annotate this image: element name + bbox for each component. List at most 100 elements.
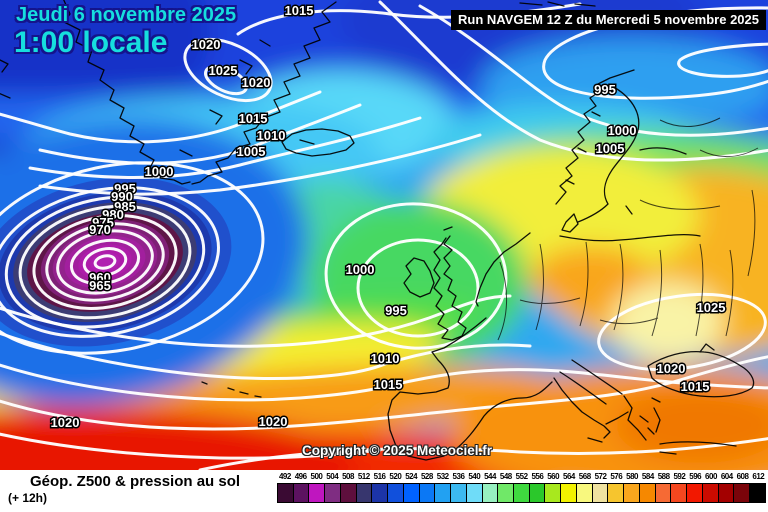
pressure-label: 1015	[374, 377, 403, 392]
pressure-label: 960	[89, 270, 111, 285]
pressure-label: 970	[89, 222, 111, 237]
legend-swatch	[638, 483, 656, 503]
legend-swatch	[513, 483, 530, 503]
legend-swatch	[591, 483, 609, 503]
pressure-label: 1025	[697, 300, 726, 315]
legend-swatch	[733, 483, 751, 503]
legend-value: 568	[578, 472, 591, 481]
legend-color-blocks	[277, 483, 766, 503]
legend-swatch	[434, 483, 452, 503]
legend-value: 496	[294, 472, 307, 481]
legend-swatch	[623, 483, 640, 503]
pressure-label: 1015	[681, 379, 710, 394]
footer-bar: Géop. Z500 & pression au sol (+ 12h) 492…	[0, 470, 768, 512]
legend-swatch	[355, 483, 373, 503]
legend-swatch	[560, 483, 577, 503]
legend-swatch	[654, 483, 672, 503]
legend-value: 596	[689, 472, 702, 481]
pressure-label: 1000	[145, 164, 174, 179]
isobars	[0, 0, 768, 470]
legend-swatch	[339, 483, 357, 503]
pressure-label: 1010	[371, 351, 400, 366]
legend-swatch	[418, 483, 436, 503]
legend-value: 492	[278, 472, 291, 481]
pressure-label: 1015	[285, 3, 314, 18]
pressure-label: 1005	[237, 144, 266, 159]
legend-value: 520	[389, 472, 402, 481]
legend-value: 500	[310, 472, 323, 481]
legend-value: 508	[342, 472, 354, 481]
legend-value: 524	[405, 472, 418, 481]
legend-value: 584	[641, 472, 654, 481]
legend-swatch	[701, 483, 719, 503]
legend-swatch	[277, 483, 294, 503]
legend-swatch	[717, 483, 735, 503]
legend-swatch	[670, 483, 688, 503]
coastlines	[0, 0, 759, 461]
legend-value: 572	[594, 472, 607, 481]
legend-swatch	[387, 483, 404, 503]
copyright-label: Copyright © 2025 Meteociel.fr	[302, 443, 492, 458]
legend-value: 556	[531, 472, 544, 481]
legend-value-labels: 492 496 500 504 508 512 516 520 524 528 532 536 540 5…	[277, 471, 766, 482]
legend-value: 512	[357, 472, 370, 481]
legend-swatch	[292, 483, 310, 503]
legend-value: 564	[563, 472, 575, 481]
legend-swatch	[528, 483, 546, 503]
map-title: Géop. Z500 & pression au sol	[30, 473, 241, 490]
legend-value: 536	[452, 472, 465, 481]
legend-value: 560	[547, 472, 560, 481]
legend-value: 604	[720, 472, 733, 481]
pressure-label: 1020	[192, 37, 221, 52]
legend-swatch	[371, 483, 389, 503]
pressure-label: 1020	[259, 414, 288, 429]
legend-value: 576	[610, 472, 623, 481]
pressure-label: 995	[114, 181, 136, 196]
legend-value: 548	[499, 472, 512, 481]
pressure-label: 1000	[346, 262, 375, 277]
pressure-label: 1010	[257, 128, 286, 143]
legend-value: 504	[326, 472, 339, 481]
pressure-label: 1020	[51, 415, 80, 430]
legend-value: 540	[468, 472, 481, 481]
pressure-label: 995	[385, 303, 407, 318]
legend-swatch	[450, 483, 467, 503]
legend-value: 516	[373, 472, 386, 481]
pressure-label: 1025	[209, 63, 238, 78]
legend-swatch	[544, 483, 562, 503]
legend-value: 592	[673, 472, 686, 481]
legend-swatch	[324, 483, 341, 503]
pressure-label: 975	[92, 215, 114, 230]
legend-value: 532	[436, 472, 449, 481]
color-scale-legend: 492 496 500 504 508 512 516 520 524 528 532 536 540 5…	[277, 471, 766, 503]
model-run-info: Run NAVGEM 12 Z du Mercredi 5 novembre 2…	[450, 10, 766, 30]
pressure-label: 1020	[242, 75, 271, 90]
legend-swatch	[308, 483, 326, 503]
legend-value: 528	[420, 472, 433, 481]
weather-map-image: 1015102010251020101510101005100099599098…	[0, 0, 768, 470]
legend-swatch	[607, 483, 625, 503]
pressure-label: 995	[594, 82, 616, 97]
legend-swatch	[481, 483, 499, 503]
legend-swatch	[575, 483, 593, 503]
local-time-label: 1:00 locale	[14, 26, 168, 59]
legend-swatch	[402, 483, 420, 503]
pressure-label: 1000	[608, 123, 637, 138]
pressure-label: 1015	[239, 111, 268, 126]
forecast-hour-label: (+ 12h)	[8, 491, 48, 505]
legend-swatch	[686, 483, 703, 503]
legend-swatch	[749, 483, 766, 503]
legend-value: 588	[657, 472, 670, 481]
legend-value: 552	[515, 472, 528, 481]
pressure-label: 1005	[596, 141, 625, 156]
pressure-label: 1020	[657, 361, 686, 376]
pressure-label: 990	[111, 189, 133, 204]
pressure-label: 980	[102, 207, 124, 222]
pressure-label: 985	[114, 199, 136, 214]
legend-value: 612	[752, 472, 765, 481]
date-label: Jeudi 6 novembre 2025	[16, 4, 237, 26]
pressure-label: 965	[89, 278, 111, 293]
legend-value: 580	[626, 472, 638, 481]
legend-value: 608	[736, 472, 749, 481]
